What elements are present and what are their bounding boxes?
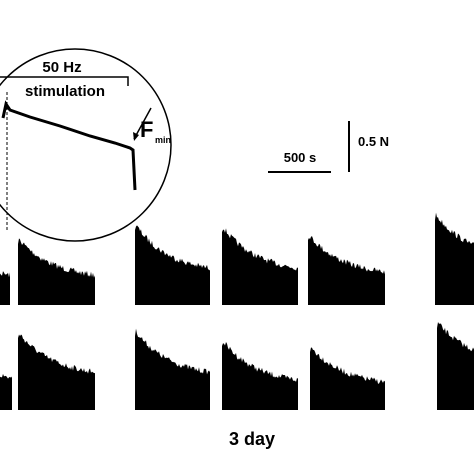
stimulation-label: stimulation — [25, 83, 105, 100]
arrow — [133, 107, 152, 140]
force-trace — [437, 322, 474, 410]
force-trace — [222, 342, 298, 410]
force-trace — [308, 236, 385, 305]
frequency-label: 50 Hz — [42, 59, 81, 76]
force-trace — [310, 347, 385, 410]
inset-trace — [1, 100, 137, 191]
force-scale-label: 0.5 N — [358, 134, 389, 149]
time-scale-label: 500 s — [284, 150, 317, 165]
force-trace — [0, 271, 10, 305]
stimulation-bar — [0, 76, 129, 86]
force-traces — [0, 212, 474, 410]
force-trace — [435, 212, 474, 305]
force-trace — [18, 334, 95, 410]
caption: 3 day — [229, 429, 275, 449]
inset-circle — [0, 48, 172, 242]
fmin-symbol: F — [140, 117, 153, 142]
force-trace — [0, 373, 12, 410]
fmin-subscript: min — [155, 135, 171, 145]
force-trace — [135, 328, 210, 410]
force-trace — [135, 225, 210, 305]
arrow-head — [133, 132, 139, 141]
force-trace — [222, 228, 298, 305]
force-trace — [18, 238, 95, 305]
